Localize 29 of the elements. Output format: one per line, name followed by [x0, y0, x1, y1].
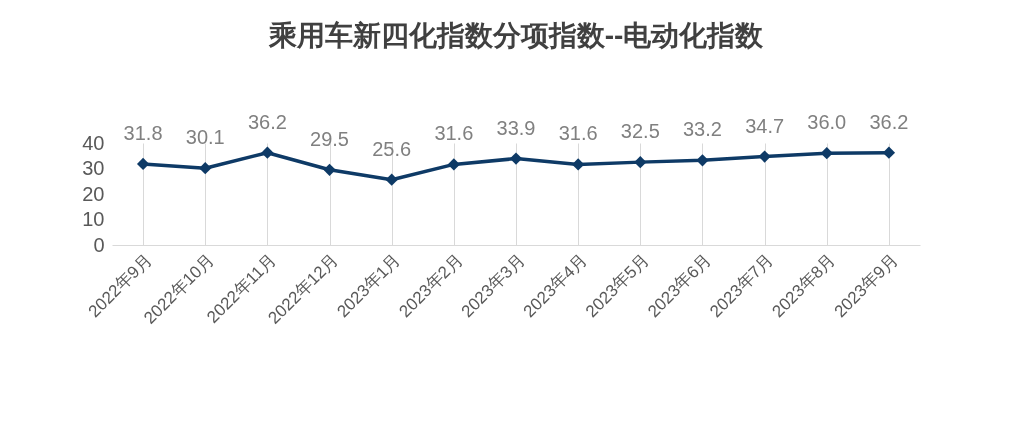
data-label: 31.8 — [123, 121, 163, 144]
data-label: 36.0 — [807, 111, 847, 134]
chart-title: 乘用车新四化指数分项指数--电动化指数 — [267, 19, 765, 51]
y-tick-label: 20 — [82, 182, 105, 205]
data-label: 33.9 — [496, 116, 536, 139]
data-label: 32.5 — [620, 120, 660, 143]
y-tick-label: 0 — [93, 233, 105, 256]
point — [696, 154, 709, 167]
y-tick-label: 30 — [82, 157, 105, 179]
point — [882, 146, 896, 159]
y-tick-label: 10 — [82, 208, 105, 230]
data-label: 31.6 — [434, 122, 474, 145]
data-label: 33.2 — [682, 118, 722, 141]
data-label: 30.1 — [185, 126, 225, 149]
y-tick-label: 40 — [82, 131, 105, 154]
data-label: 34.7 — [745, 114, 785, 137]
point — [634, 156, 647, 169]
point — [261, 146, 274, 159]
point — [509, 152, 523, 165]
point — [199, 162, 212, 175]
data-label: 25.6 — [372, 137, 412, 160]
point — [136, 157, 150, 171]
data-label: 31.6 — [558, 122, 598, 145]
point — [447, 158, 460, 171]
point — [323, 163, 336, 176]
data-label: 36.2 — [869, 110, 909, 133]
data-label: 29.5 — [310, 127, 350, 150]
point — [385, 173, 398, 186]
data-label: 36.2 — [247, 110, 287, 133]
